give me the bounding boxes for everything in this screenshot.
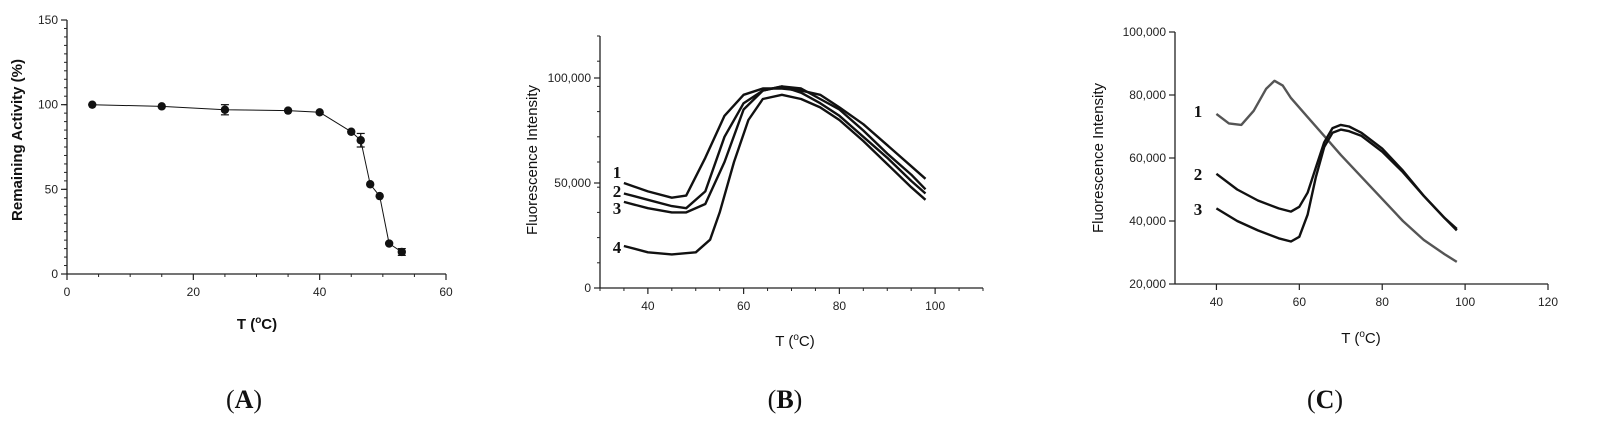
panel-c-plot: 40 60 80 100 120 20,000 40,000 60,000 80,000 100,…: [1123, 25, 1559, 309]
panel-b-xlabel: T (oC): [775, 332, 814, 350]
panel-c-caption: (C): [1307, 385, 1343, 414]
panel-a-y-tick-label: 50: [45, 182, 59, 196]
panel-c-series-line-1: [1215, 79, 1458, 263]
panel-a-ylabel: Remaining Activity (%): [9, 59, 26, 221]
panel-a-y-tick-label: 150: [38, 13, 58, 27]
panel-a-y-tick-label: 0: [51, 267, 58, 281]
panel-c-x-tick-label: 80: [1376, 295, 1390, 309]
panel-b-x-tick-label: 40: [641, 299, 655, 313]
panel-b-curve-label-2: 2: [613, 182, 622, 201]
panel-a-data-point: [220, 105, 230, 114]
panel-a-caption: (A): [226, 385, 262, 414]
panel-c: 40 60 80 100 120 20,000 40,000 60,000 80,000 100,…: [1090, 25, 1558, 414]
panel-b: 40 60 80 100 0 50,000 100,000 123 4 Fluorescence…: [524, 35, 984, 414]
panel-a-xlabel: T (oC): [237, 315, 277, 333]
panel-c-x-tick-label: 100: [1455, 295, 1475, 309]
panel-b-caption: (B): [768, 385, 803, 414]
panel-a-series-line: [92, 104, 403, 253]
panel-b-curve-label-1: 1: [613, 163, 622, 182]
panel-c-xlabel: T (oC): [1341, 329, 1380, 347]
panel-a-data-point: [347, 127, 356, 136]
panel-a-data-point: [384, 239, 394, 248]
panel-c-series-line-2: [1215, 123, 1458, 232]
panel-b-series-line-3: [623, 85, 927, 214]
panel-b-x-tick-label: 100: [925, 299, 945, 313]
panel-a-x-tick-label: 60: [439, 285, 453, 299]
panel-c-x-tick-label: 60: [1293, 295, 1307, 309]
panel-a-data-point: [88, 100, 97, 109]
panel-c-y-tick-label: 20,000: [1129, 277, 1166, 291]
panel-b-curve-label-4: 4: [613, 238, 622, 257]
panel-a-data-point: [375, 191, 384, 201]
panel-a-x-tick-label: 40: [313, 285, 327, 299]
panel-b-ylabel: Fluorescence Intensity: [524, 84, 541, 235]
panel-a-data-point: [397, 247, 406, 257]
panel-b-y-tick-label: 0: [584, 281, 591, 295]
panel-c-y-tick-label: 40,000: [1129, 214, 1166, 228]
panel-b-series-line-1: [623, 87, 927, 199]
panel-c-y-tick-label: 80,000: [1129, 88, 1166, 102]
panel-c-curve-label-3: 3: [1194, 200, 1203, 219]
panel-c-series-line-3: [1215, 128, 1458, 243]
panel-a-y-tick-label: 100: [38, 98, 58, 112]
panel-b-x-tick-label: 80: [833, 299, 847, 313]
panel-c-ylabel: Fluorescence Intensity: [1090, 82, 1107, 233]
panel-a-x-tick-label: 20: [187, 285, 201, 299]
panel-b-curve-label-3: 3: [613, 199, 622, 218]
panel-c-curve-label-2: 2: [1194, 165, 1203, 184]
panel-b-x-tick-label: 60: [737, 299, 751, 313]
panel-a-data-point: [315, 108, 324, 117]
panel-a-data-point: [157, 102, 166, 111]
panel-a-data-point: [283, 106, 293, 115]
panel-a-data-point: [366, 180, 375, 189]
panel-b-plot: 40 60 80 100 0 50,000 100,000 123 4: [548, 35, 984, 313]
panel-b-series-line-2: [623, 85, 927, 210]
panel-c-y-tick-label: 60,000: [1129, 151, 1166, 165]
panel-c-x-tick-label: 40: [1210, 295, 1224, 309]
panel-a-data-point: [356, 136, 365, 145]
panel-c-y-tick-label: 100,000: [1123, 25, 1167, 39]
panel-a-x-tick-label: 0: [64, 285, 71, 299]
panel-c-curve-label-1: 1: [1194, 102, 1203, 121]
panel-b-y-tick-label: 50,000: [554, 176, 591, 190]
panel-c-x-tick-label: 120: [1538, 295, 1558, 309]
panel-a-plot: 0 20 40 60 0 50 100 150: [38, 13, 453, 299]
panel-b-y-tick-label: 100,000: [548, 71, 592, 85]
panel-b-series-line-4: [623, 93, 927, 256]
